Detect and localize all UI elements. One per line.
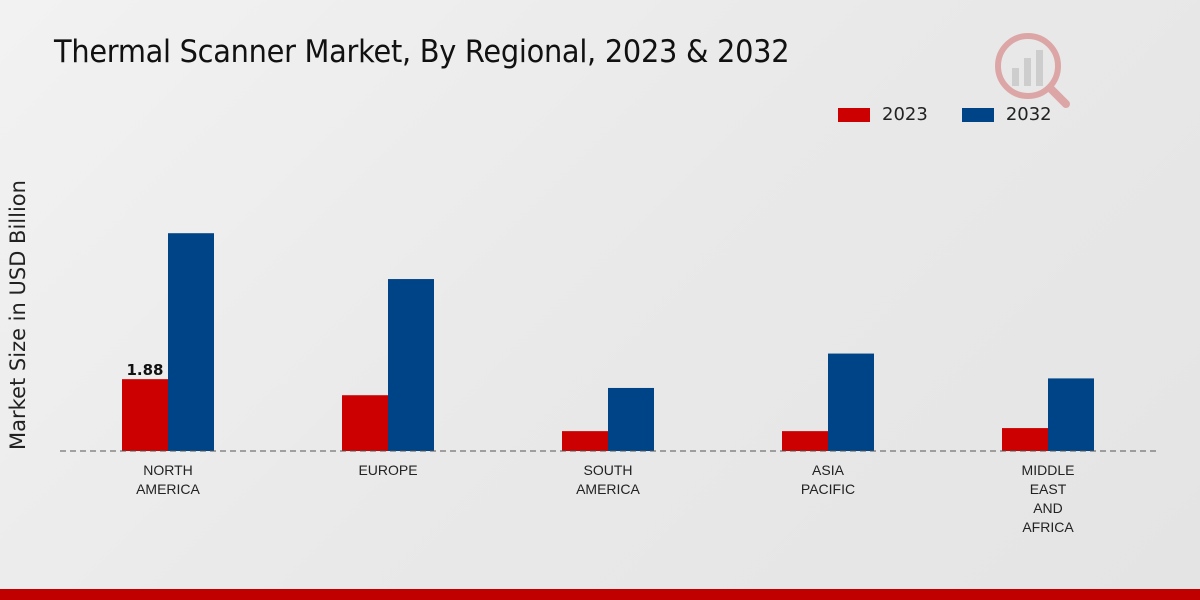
bar-2023-middle-east-and-africa	[1002, 428, 1048, 451]
legend-item-2023: 2023	[838, 104, 928, 125]
bar-2032-middle-east-and-africa	[1048, 378, 1094, 451]
chart-title: Thermal Scanner Market, By Regional, 202…	[54, 34, 790, 70]
bar-2023-asia-pacific	[782, 431, 828, 451]
x-tick-label: PACIFIC	[801, 481, 855, 497]
bar-2023-north-america	[122, 379, 168, 451]
bar-2023-south-america	[562, 431, 608, 451]
x-tick-label: AND	[1033, 500, 1063, 516]
bar-2023-europe	[342, 395, 388, 451]
x-tick-label: ASIA	[812, 462, 845, 478]
legend-item-2032: 2032	[961, 104, 1052, 125]
legend-label-2032: 2032	[1005, 104, 1052, 125]
legend-swatch-2023	[838, 107, 870, 122]
brand-logo-icon	[995, 33, 1070, 108]
bar-2032-north-america	[168, 233, 214, 451]
bar-2032-south-america	[608, 387, 654, 451]
x-tick-label: SOUTH	[584, 462, 633, 478]
legend: 2023 2032	[838, 104, 1086, 125]
bottom-accent-bar	[0, 589, 1200, 600]
x-tick-label: EAST	[1030, 481, 1067, 497]
x-tick-label: AFRICA	[1022, 519, 1074, 535]
legend-label-2023: 2023	[882, 104, 928, 125]
legend-swatch-2032	[961, 107, 994, 122]
x-tick-label: AMERICA	[136, 481, 200, 497]
data-label: 1.88	[126, 361, 163, 379]
x-tick-label: AMERICA	[576, 481, 640, 497]
x-tick-label: NORTH	[143, 462, 193, 478]
bar-2032-asia-pacific	[828, 353, 874, 451]
x-tick-label: MIDDLE	[1022, 462, 1075, 478]
x-tick-label: EUROPE	[358, 462, 417, 478]
bar-2032-europe	[388, 279, 434, 451]
